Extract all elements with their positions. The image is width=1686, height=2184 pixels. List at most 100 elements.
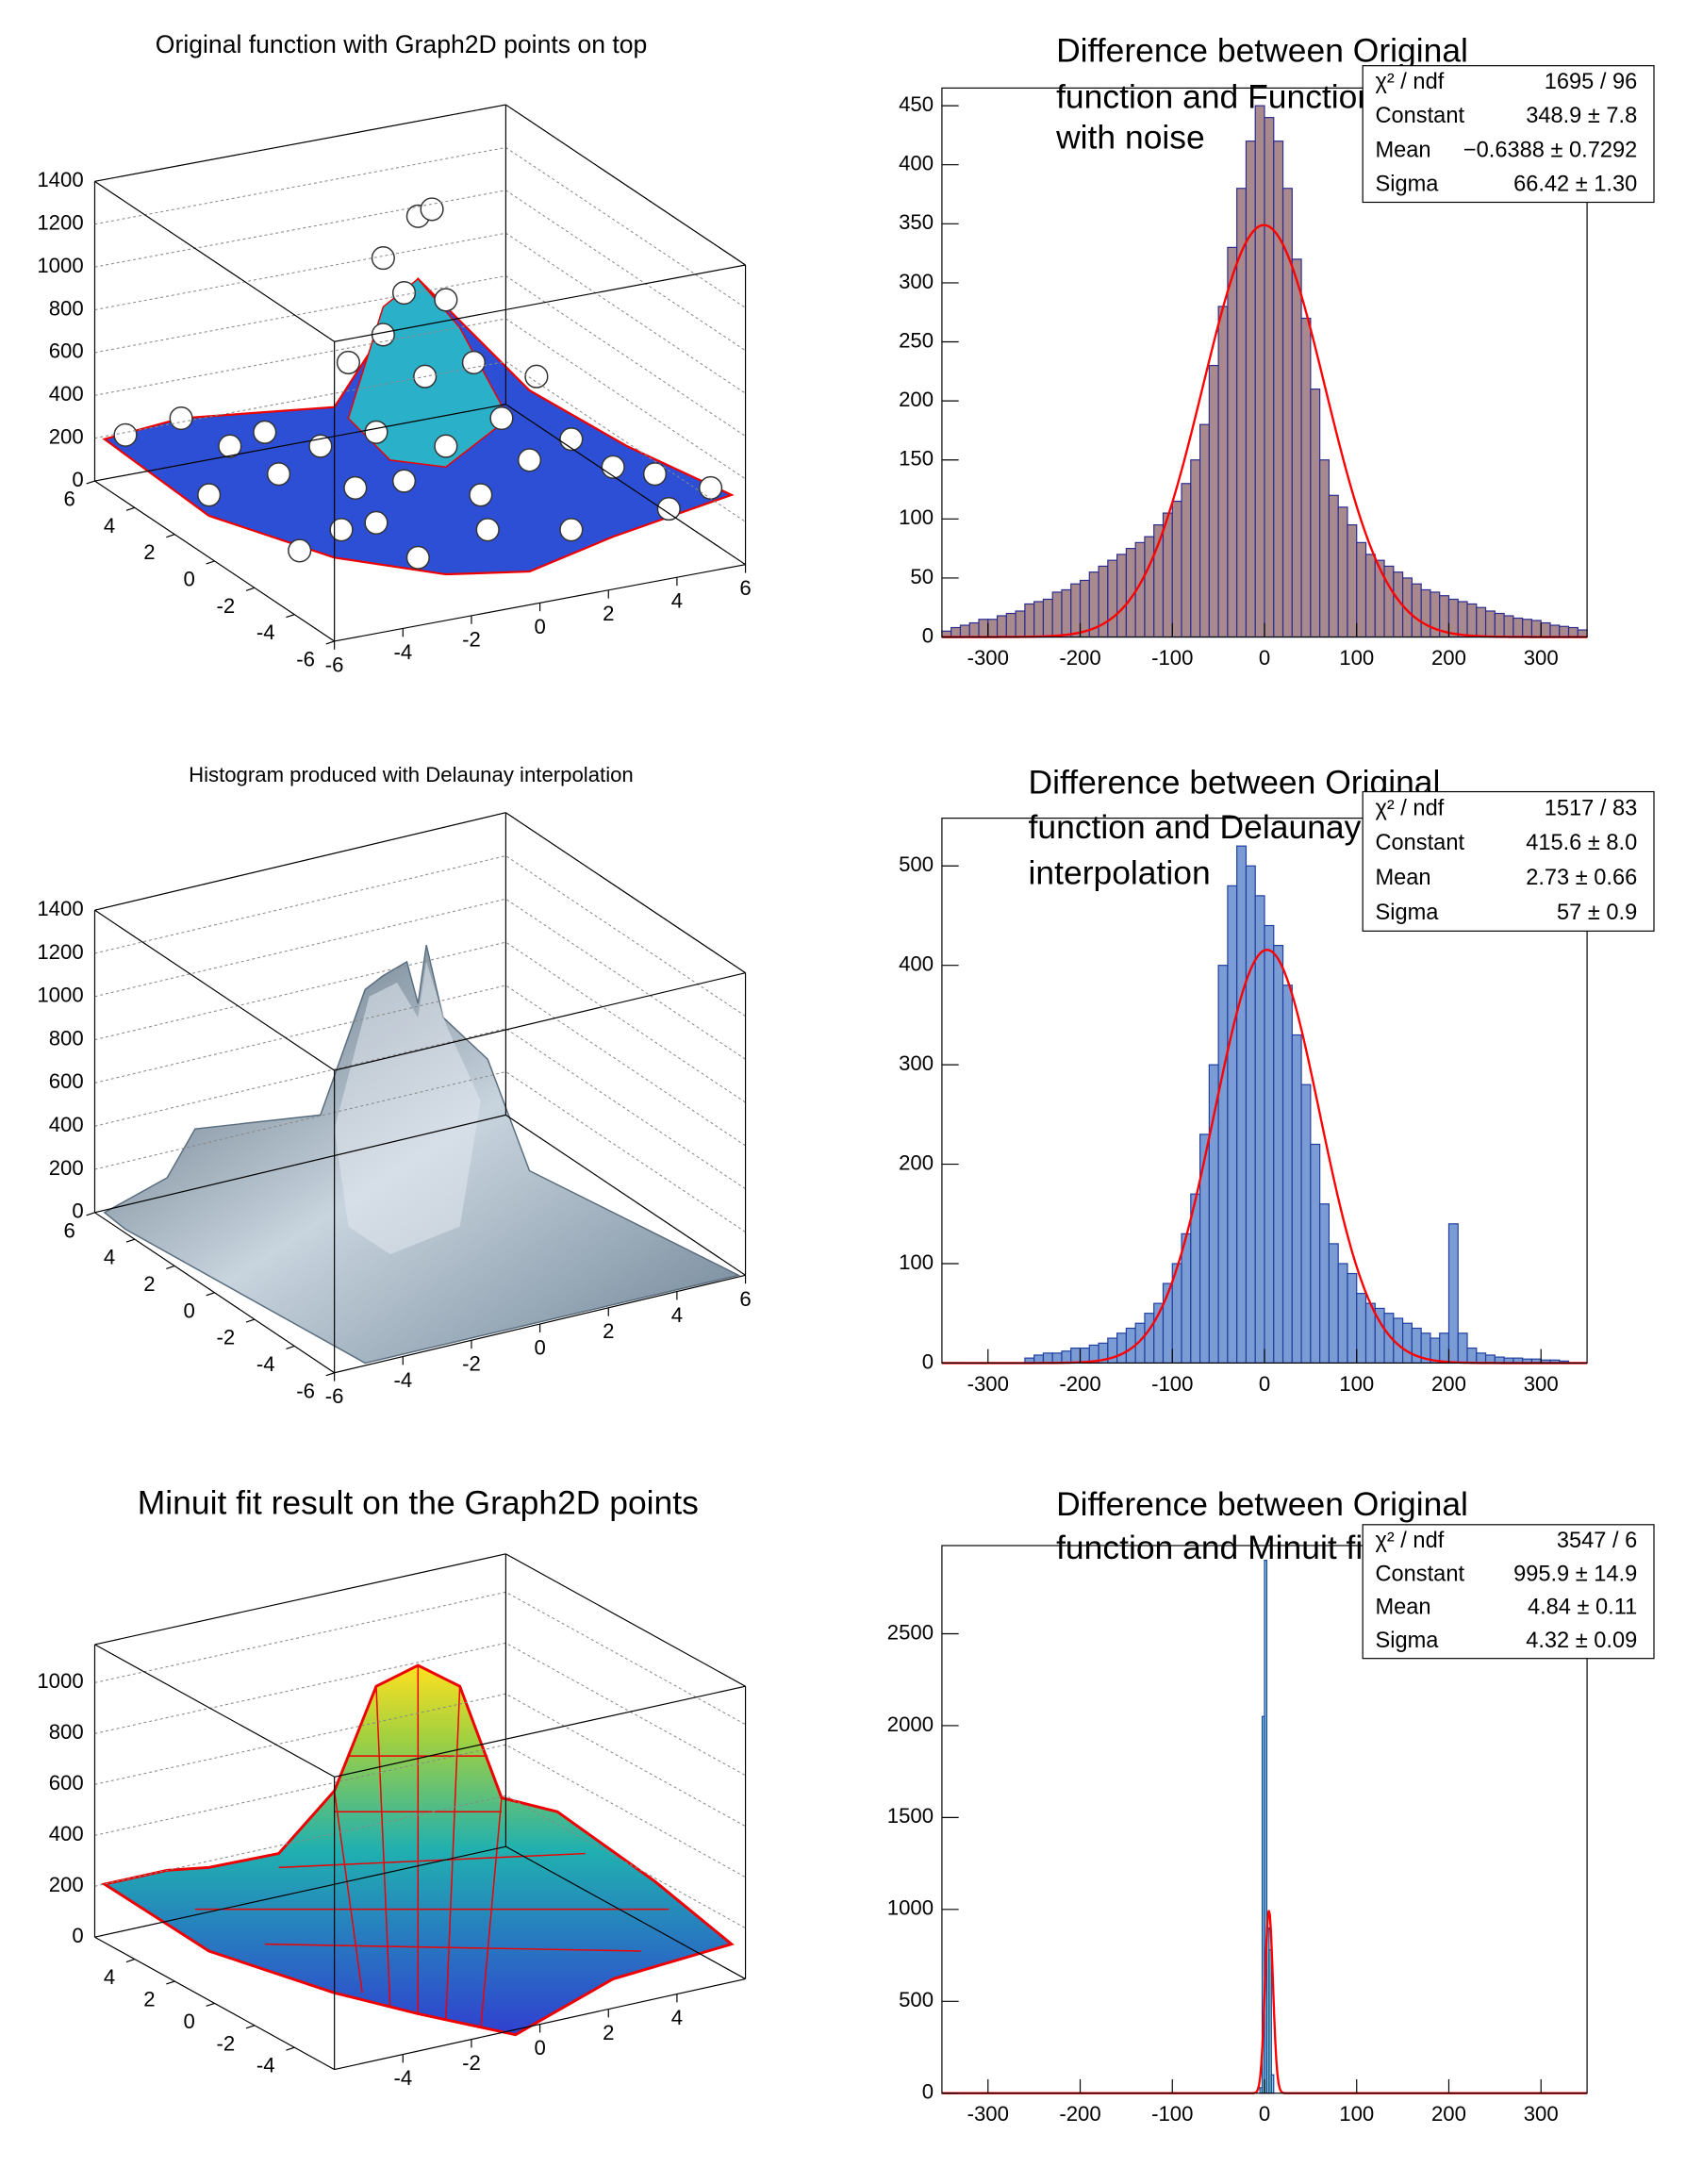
stats-box [1362,65,1655,204]
x-tick-label: 0 [1259,2102,1270,2126]
bar [1356,1293,1367,1365]
bar [1466,603,1478,638]
y-tick-label: 1500 [887,1804,934,1828]
y-tick-label: 300 [899,270,934,293]
y-tick-label: 0 [922,1349,934,1373]
bar [1273,141,1284,638]
y-tick-label: 350 [899,210,934,234]
bar [1227,885,1238,1365]
y-tick-label: -4 [256,620,275,644]
bar [1559,625,1570,638]
y-tick [286,614,295,619]
x-tick-label: -2 [462,2051,481,2075]
stats-name: Mean [1375,1596,1430,1620]
y-tick [166,1265,175,1269]
chart-title: function and Function [1056,78,1376,116]
y-tick-label: -6 [296,1379,315,1402]
stats-value: 995.9 ± 14.9 [1513,1562,1637,1586]
x-tick-label: 0 [534,1335,545,1359]
bar [1254,105,1265,638]
grid-line [94,984,746,1147]
x-tick-label: -100 [1151,2102,1193,2126]
y-tick-label: 500 [899,852,934,876]
chart-title: Histogram produced with Delaunay interpo… [189,763,634,786]
y-tick [166,534,175,538]
bar [1190,1193,1201,1365]
bar [1356,541,1367,638]
bar [1144,1313,1155,1365]
stats-name: Constant [1375,1562,1464,1586]
stats-name: χ² / ndf [1375,796,1444,820]
x-tick-label: -100 [1151,1372,1193,1396]
y-tick-label: 400 [899,952,934,976]
stats-name: Constant [1375,104,1464,128]
y-tick-label: 2 [143,1272,155,1296]
x-tick-label: 300 [1524,1372,1559,1396]
y-tick-label: -4 [256,1352,275,1376]
grid-line [94,104,746,266]
bar [1217,306,1229,638]
x-tick-label: 0 [534,615,545,638]
y-tick-label: 0 [184,1299,195,1322]
chart-title: interpolation [1029,854,1211,892]
bar [978,619,989,638]
y-tick-label: 4 [104,514,115,538]
stats-value: 1695 / 96 [1545,70,1638,94]
box-edge [505,1553,746,1687]
bar [1042,1352,1053,1365]
x-tick-label: -2 [462,1352,481,1376]
box-edge [334,264,746,342]
stats-name: χ² / ndf [1375,1529,1444,1553]
chart-title: Difference between Original [1056,1485,1468,1523]
x-tick-label: -300 [967,2102,1009,2126]
z-tick-label: 1200 [37,211,83,235]
z-tick-label: 200 [49,1873,84,1896]
bar [1310,389,1321,638]
z-tick-label: 600 [49,1069,84,1093]
x-tick-label: 300 [1524,2102,1559,2126]
bar [1254,895,1265,1365]
y-tick-label: 400 [899,152,934,175]
y-tick-label: 150 [899,447,934,471]
z-tick-label: 200 [49,1156,84,1180]
stats-name: Sigma [1375,173,1439,197]
x-tick-label: -200 [1059,1372,1100,1396]
fit-curve [941,223,1588,638]
grid-line [94,1693,746,1828]
bar [1300,317,1312,638]
bar [1107,559,1118,638]
x-tick-label: 2 [603,1319,614,1343]
stats-value: 4.84 ± 0.11 [1528,1596,1637,1620]
x-tick-label: -200 [1059,646,1100,670]
x-tick-label: -300 [967,646,1009,670]
bar [1540,621,1551,638]
y-tick-label: 6 [63,488,74,511]
bar [959,624,970,638]
grid-line [94,1642,746,1777]
bar [1291,1034,1302,1365]
bar [1476,1352,1487,1365]
z-tick-label: 400 [49,382,84,405]
y-tick [86,480,95,485]
z-tick-label: 600 [49,1771,84,1795]
bar [1198,423,1210,638]
y-tick-label: -2 [217,2031,236,2055]
x-tick-label: -4 [393,2066,412,2090]
stats-value: 348.9 ± 7.8 [1526,104,1637,128]
y-tick-label: -6 [296,648,315,671]
y-tick [245,2025,256,2029]
y-tick [86,1212,95,1216]
z-tick-label: 0 [72,468,83,491]
bar [1190,459,1201,638]
bar [1033,1354,1045,1365]
z-tick-label: 1400 [37,168,83,191]
x-tick-label: -6 [325,653,344,676]
bar [968,621,980,638]
y-tick [206,2002,215,2007]
x-tick-label: -4 [393,640,412,664]
stats-name: χ² / ndf [1375,70,1444,94]
bar [1070,583,1082,638]
bar [1273,944,1284,1365]
bar [1319,1203,1331,1365]
box-edge [94,909,335,1071]
